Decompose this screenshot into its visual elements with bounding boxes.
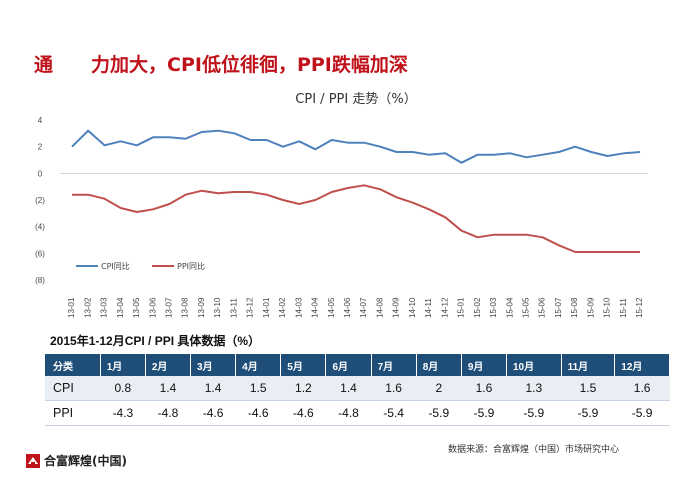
table-header-month: 7月: [371, 354, 417, 376]
y-tick-label: (4): [35, 223, 45, 232]
table-row-cpi: CPI 0.8 1.4 1.4 1.5 1.2 1.4 1.6 2 1.6 1.…: [45, 376, 670, 401]
x-tick-label: 13-08: [181, 297, 190, 318]
table-cell: -5.9: [461, 400, 507, 426]
x-tick-label: 13-09: [197, 297, 206, 318]
x-tick-label: 13-06: [148, 297, 157, 318]
table-cell: -5.9: [416, 400, 462, 426]
x-tick-label: 15-09: [586, 297, 595, 318]
x-tick-label: 15-05: [522, 297, 531, 318]
y-tick-label: 0: [38, 169, 43, 178]
table-cell: -4.6: [190, 400, 236, 426]
table-header-month: 4月: [235, 354, 282, 376]
x-tick-label: 13-05: [132, 297, 141, 318]
table-header-month: 2月: [145, 354, 192, 376]
cpi-ppi-line-chart: CPI / PPI 走势（%） 4 2 0 (2) (4) (6) (8) 13-01 13-02…: [35, 91, 648, 318]
x-tick-label: 13-10: [213, 297, 222, 318]
table-cell: 1.4: [190, 376, 236, 401]
x-tick-label: 14-07: [359, 297, 368, 318]
table-row-label: CPI: [45, 376, 101, 401]
table-cell: -4.8: [145, 400, 191, 426]
data-table: 分类 1月 2月 3月 4月 5月 6月 7月 8月 9月 10月 11月 12…: [45, 354, 670, 426]
legend-label: CPI同比: [101, 261, 130, 271]
x-tick-label: 15-08: [570, 297, 579, 318]
x-tick-label: 13-07: [164, 297, 173, 318]
table-header-month: 3月: [190, 354, 237, 376]
x-tick-label: 15-03: [489, 297, 498, 318]
x-tick-label: 15-10: [603, 297, 612, 318]
table-cell: 1.5: [235, 376, 281, 401]
table-cell: 1.3: [506, 376, 562, 401]
table-header-month: 12月: [614, 354, 670, 376]
table-cell: 1.6: [461, 376, 507, 401]
x-tick-label: 13-03: [100, 297, 109, 318]
table-cell: -5.9: [561, 400, 615, 426]
table-cell: 1.4: [325, 376, 372, 401]
table-header-month: 9月: [461, 354, 508, 376]
table-cell: -5.4: [371, 400, 417, 426]
x-tick-label: 13-01: [67, 297, 76, 318]
table-cell: 1.4: [145, 376, 191, 401]
x-tick-label: 14-09: [392, 297, 401, 318]
table-header-month: 5月: [280, 354, 327, 376]
y-tick-label: 2: [38, 143, 43, 152]
table-header-category: 分类: [45, 354, 101, 376]
table-header-month: 8月: [416, 354, 462, 376]
x-tick-label: 13-11: [229, 298, 238, 318]
x-tick-label: 13-02: [83, 297, 92, 318]
table-cell: 1.5: [561, 376, 615, 401]
table-cell: 0.8: [100, 376, 146, 401]
x-tick-label: 15-12: [635, 297, 644, 318]
y-tick-label: (2): [35, 196, 45, 205]
table-header-month: 6月: [325, 354, 372, 376]
x-tick-label: 14-06: [343, 297, 352, 318]
table-cell: 2: [416, 376, 462, 401]
series-line-cpi: [71, 129, 641, 164]
logo-mark-icon: [26, 453, 40, 468]
table-cell: 1.6: [371, 376, 417, 401]
table-title: 2015年1-12月CPI / PPI 具体数据（%）: [50, 334, 261, 348]
table-cell: -4.6: [235, 400, 281, 426]
table-cell: -4.8: [325, 400, 372, 426]
table-header-row: 分类 1月 2月 3月 4月 5月 6月 7月 8月 9月 10月 11月 12…: [45, 354, 670, 376]
x-tick-label: 15-07: [554, 297, 563, 318]
table-row-label: PPI: [45, 400, 101, 426]
company-logo: 合富辉煌(中国): [26, 451, 127, 469]
chart-title: CPI / PPI 走势（%）: [295, 91, 416, 107]
x-tick-label: 14-12: [440, 297, 449, 318]
table-cell: 1.6: [614, 376, 670, 401]
table-cell: -5.9: [614, 400, 670, 426]
table-cell: -4.6: [280, 400, 326, 426]
data-source-note: 数据来源：合富辉煌（中国）市场研究中心: [448, 445, 620, 455]
x-tick-label: 15-02: [473, 297, 482, 318]
table-header-month: 10月: [506, 354, 562, 376]
table-cell: -4.3: [100, 400, 146, 426]
x-tick-label: 14-11: [424, 298, 433, 318]
x-tick-label: 13-04: [116, 297, 125, 318]
table-cell: 1.2: [280, 376, 326, 401]
x-tick-label: 14-03: [294, 297, 303, 318]
x-tick-label: 15-01: [457, 297, 466, 318]
x-tick-label: 14-08: [375, 297, 384, 318]
x-tick-label: 14-01: [262, 297, 271, 318]
y-tick-label: 4: [38, 116, 43, 125]
x-tick-label: 15-11: [619, 298, 628, 318]
table-cell: -5.9: [506, 400, 562, 426]
x-tick-label: 15-04: [505, 297, 514, 318]
y-tick-label: (6): [35, 249, 45, 258]
page-title: 通 力加大，CPI低位徘徊，PPI跌幅加深: [34, 54, 408, 76]
table-header-month: 11月: [561, 354, 616, 376]
series-line-ppi: [72, 184, 640, 253]
x-tick-label: 14-05: [327, 297, 336, 318]
table-row-ppi: PPI -4.3 -4.8 -4.6 -4.6 -4.6 -4.8 -5.4 -…: [45, 400, 670, 426]
legend-label: PPI同比: [177, 261, 205, 271]
x-tick-label: 15-06: [538, 297, 547, 318]
y-tick-label: (8): [35, 276, 45, 285]
table-header-month: 1月: [100, 354, 146, 376]
x-tick-label: 14-02: [278, 297, 287, 318]
logo-text: 合富辉煌(中国): [44, 453, 127, 468]
x-tick-label: 13-12: [246, 297, 255, 318]
x-tick-label: 14-04: [311, 297, 320, 318]
x-tick-label: 14-10: [408, 297, 417, 318]
